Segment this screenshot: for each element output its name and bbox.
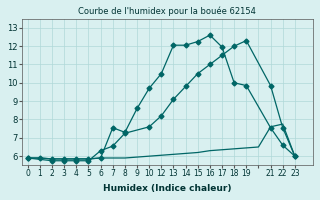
- Title: Courbe de l'humidex pour la bouée 62154: Courbe de l'humidex pour la bouée 62154: [78, 7, 256, 16]
- X-axis label: Humidex (Indice chaleur): Humidex (Indice chaleur): [103, 184, 232, 193]
